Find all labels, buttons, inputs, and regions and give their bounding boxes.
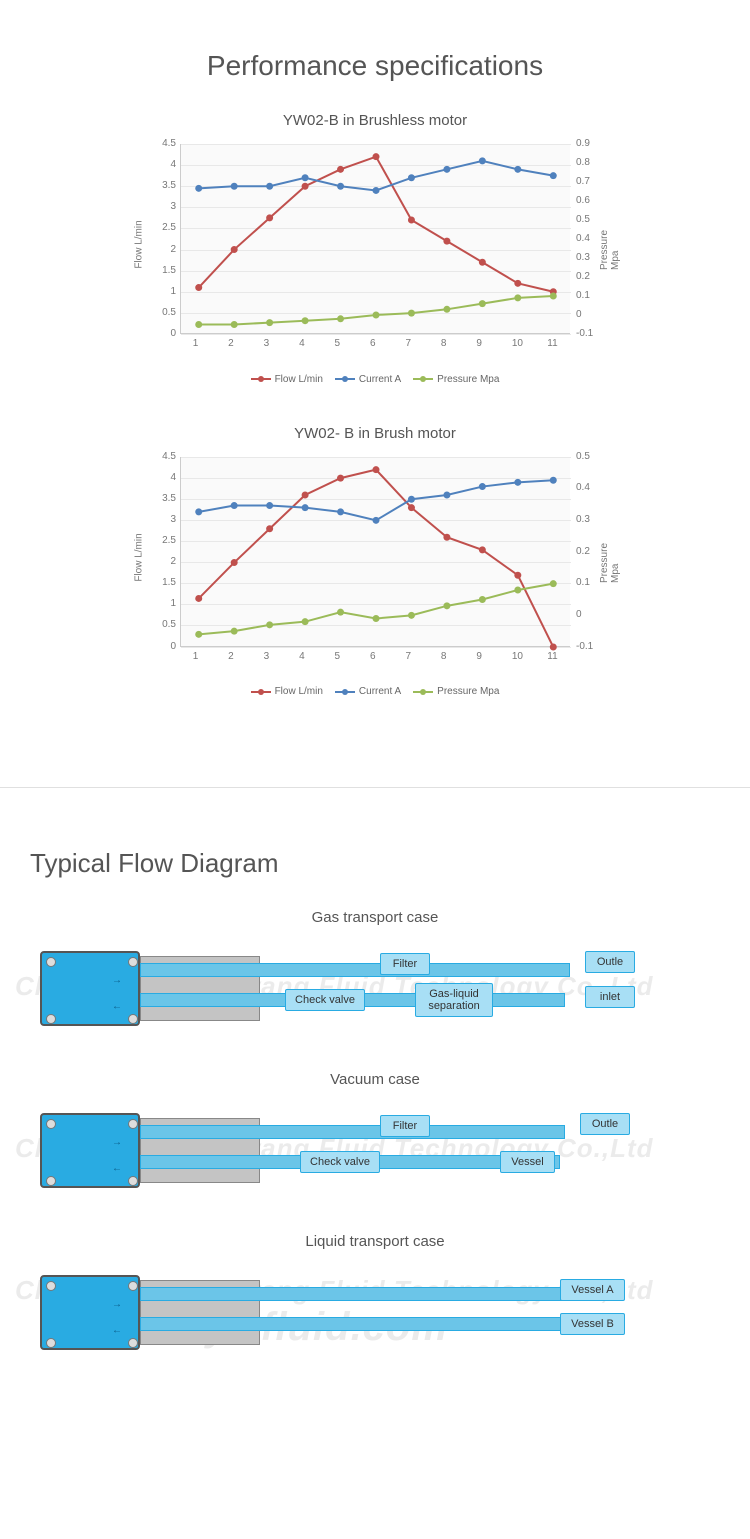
diagram-section: Typical Flow Diagram Gas transport case … xyxy=(0,818,750,1385)
chart1-title: YW02-B in Brushless motor xyxy=(0,112,750,129)
chart1: 00.511.522.533.544.5-0.100.10.20.30.40.5… xyxy=(125,134,625,385)
liquid-title: Liquid transport case xyxy=(0,1233,750,1250)
divider xyxy=(0,787,750,788)
chart2: 00.511.522.533.544.5-0.100.10.20.30.40.5… xyxy=(125,447,625,698)
vacuum-diagram: Changzhou Yuanwang Fluid Technology Co.,… xyxy=(25,1103,725,1203)
vacuum-title: Vacuum case xyxy=(0,1071,750,1088)
gas-diagram: Changzhou Yuanwang Fluid Technology Co.,… xyxy=(25,941,725,1041)
main-title: Performance specifications xyxy=(0,50,750,82)
performance-section: Performance specifications YW02-B in Bru… xyxy=(0,0,750,757)
chart2-title: YW02- B in Brush motor xyxy=(0,425,750,442)
section2-title: Typical Flow Diagram xyxy=(30,848,750,879)
liquid-diagram: Changzhou Yuanwang Fluid Technology Co.,… xyxy=(25,1265,725,1365)
gas-title: Gas transport case xyxy=(0,909,750,926)
